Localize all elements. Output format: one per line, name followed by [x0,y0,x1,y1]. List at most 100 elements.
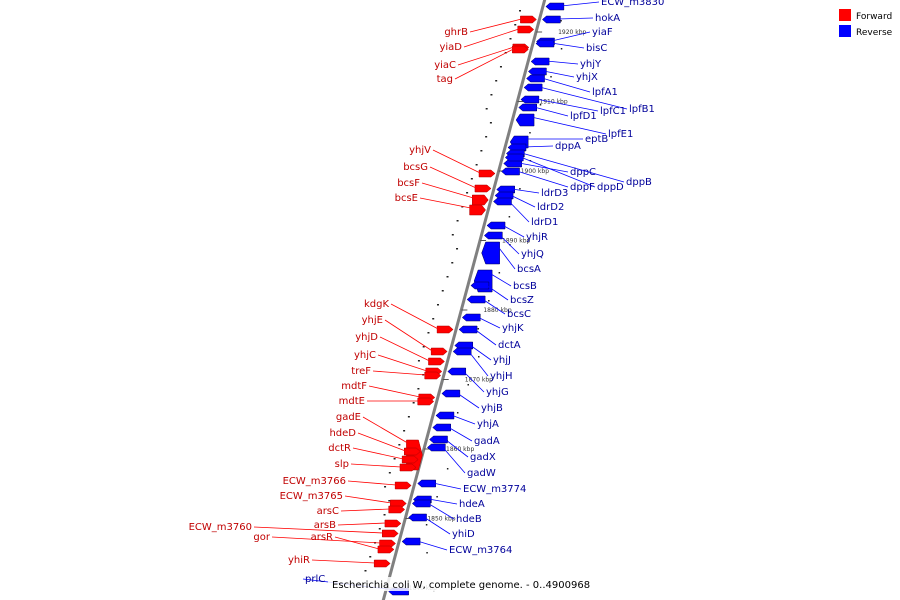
reverse-leader [523,145,554,148]
legend-swatch-forward [839,9,851,21]
tick-label: 1890 kbp [502,238,530,245]
forward-leader [377,354,428,372]
forward-gene-label: yhjE [362,315,383,326]
feature-dot [432,318,435,320]
reverse-gene-label: gadX [470,452,496,463]
reverse-feature [435,411,455,420]
forward-leader [340,508,390,512]
feature-dot [426,552,428,554]
genome-axis [381,0,547,600]
reverse-gene-label: hokA [595,13,620,24]
feature-dot [436,304,439,306]
reverse-feature [461,313,481,322]
forward-gene-label: bcsF [397,178,420,189]
reverse-feature [483,231,503,240]
feature-dot [451,262,454,264]
reverse-leader [531,116,607,135]
reverse-gene-label: lpfB1 [629,104,655,115]
feature-dot [495,80,498,82]
reverse-feature [518,103,537,112]
feature-dot [412,402,415,404]
reverse-feature [520,95,540,104]
legend-label-reverse: Reverse [856,28,893,38]
reverse-leader [520,156,596,188]
feature-dot [436,496,438,498]
feature-dot [446,468,449,470]
forward-gene-label: tag [437,74,453,85]
reverse-gene-label: eptB [585,134,608,145]
reverse-leader [456,392,480,409]
reverse-leader [423,516,451,535]
forward-leader [419,197,471,209]
reverse-gene-label: ldrD3 [541,188,568,199]
reverse-leader [541,77,591,93]
feature-dot [560,20,562,22]
feature-dot [519,10,522,12]
forward-feature [404,447,421,456]
forward-gene-label: yhjD [355,332,378,343]
tick-label: 1860 kbp [446,446,474,453]
feature-dot [407,416,410,418]
forward-label-leaders [253,18,522,564]
feature-dot [470,178,473,180]
reverse-feature [501,167,520,176]
forward-gene-label: arsR [311,532,333,543]
reverse-feature [504,153,524,162]
forward-gene-label: hdeD [329,428,356,439]
feature-dot [456,220,459,222]
feature-dot [480,150,483,152]
forward-gene-label: yiaC [434,60,456,71]
forward-leader [337,522,387,526]
reverse-feature [470,281,490,290]
reverse-feature [429,435,448,444]
forward-gene-label: arsC [317,506,339,517]
tick-label: 1920 kbp [558,29,586,36]
forward-gene-label: gor [253,532,270,543]
feature-dot [475,164,478,166]
feature-dot [393,458,396,460]
reverse-gene-label: lpfD1 [570,111,597,122]
reverse-leader [417,540,448,551]
reverse-feature [432,423,451,432]
reverse-leader [551,31,591,42]
reverse-gene-label: yhjX [576,72,598,83]
forward-leader [421,182,474,199]
forward-feature [472,194,489,206]
reverse-gene-label: dppC [570,167,596,178]
forward-gene-label: yiaD [439,42,462,53]
tick-label: 1870 kbp [465,377,493,384]
reverse-feature [447,367,467,376]
reverse-gene-label: hdeA [459,499,485,510]
feature-dot [514,24,517,26]
forward-feature [469,204,486,216]
feature-dot [427,332,430,334]
reverse-gene-label: bcsB [513,281,537,292]
forward-feature [428,357,445,366]
map-caption: Escherichia coli W, complete genome. - 0… [332,580,590,591]
feature-dot [417,388,420,390]
reverse-feature [452,347,472,356]
forward-leader [432,149,481,174]
forward-feature [381,529,399,538]
reverse-label-leaders [302,1,628,592]
reverse-feature [417,479,436,488]
forward-leader [311,559,376,564]
reverse-gene-label: prlC [305,574,325,585]
forward-feature [520,15,537,24]
forward-feature [394,481,412,490]
feature-dot [529,132,531,134]
feature-dot [489,122,492,124]
reverse-feature [441,389,461,398]
feature-dot [422,346,425,348]
reverse-gene-label: yhjJ [493,355,511,366]
reverse-gene-label: yhjH [490,371,513,382]
reverse-leader [496,244,516,270]
forward-gene-label: arsB [314,520,336,531]
feature-dot [446,276,449,278]
reverse-gene-label: yhjY [580,59,602,70]
reverse-leader [561,1,600,7]
reverse-gene-label: hdeB [456,514,482,525]
feature-dot [425,524,428,526]
reverse-leader [451,414,476,425]
forward-leader [347,480,397,486]
